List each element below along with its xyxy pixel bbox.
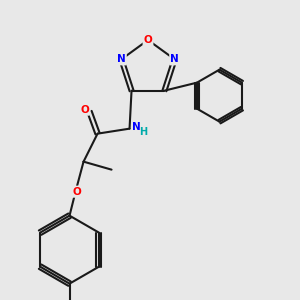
Text: O: O bbox=[80, 105, 89, 115]
Text: N: N bbox=[132, 122, 141, 132]
Text: H: H bbox=[140, 127, 148, 137]
Text: O: O bbox=[72, 187, 81, 197]
Text: N: N bbox=[117, 54, 126, 64]
Text: N: N bbox=[170, 54, 179, 64]
Text: O: O bbox=[144, 35, 152, 45]
